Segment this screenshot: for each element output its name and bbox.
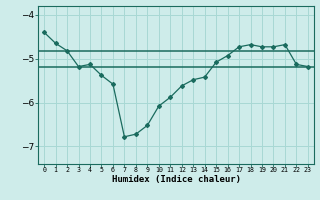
X-axis label: Humidex (Indice chaleur): Humidex (Indice chaleur) — [111, 175, 241, 184]
